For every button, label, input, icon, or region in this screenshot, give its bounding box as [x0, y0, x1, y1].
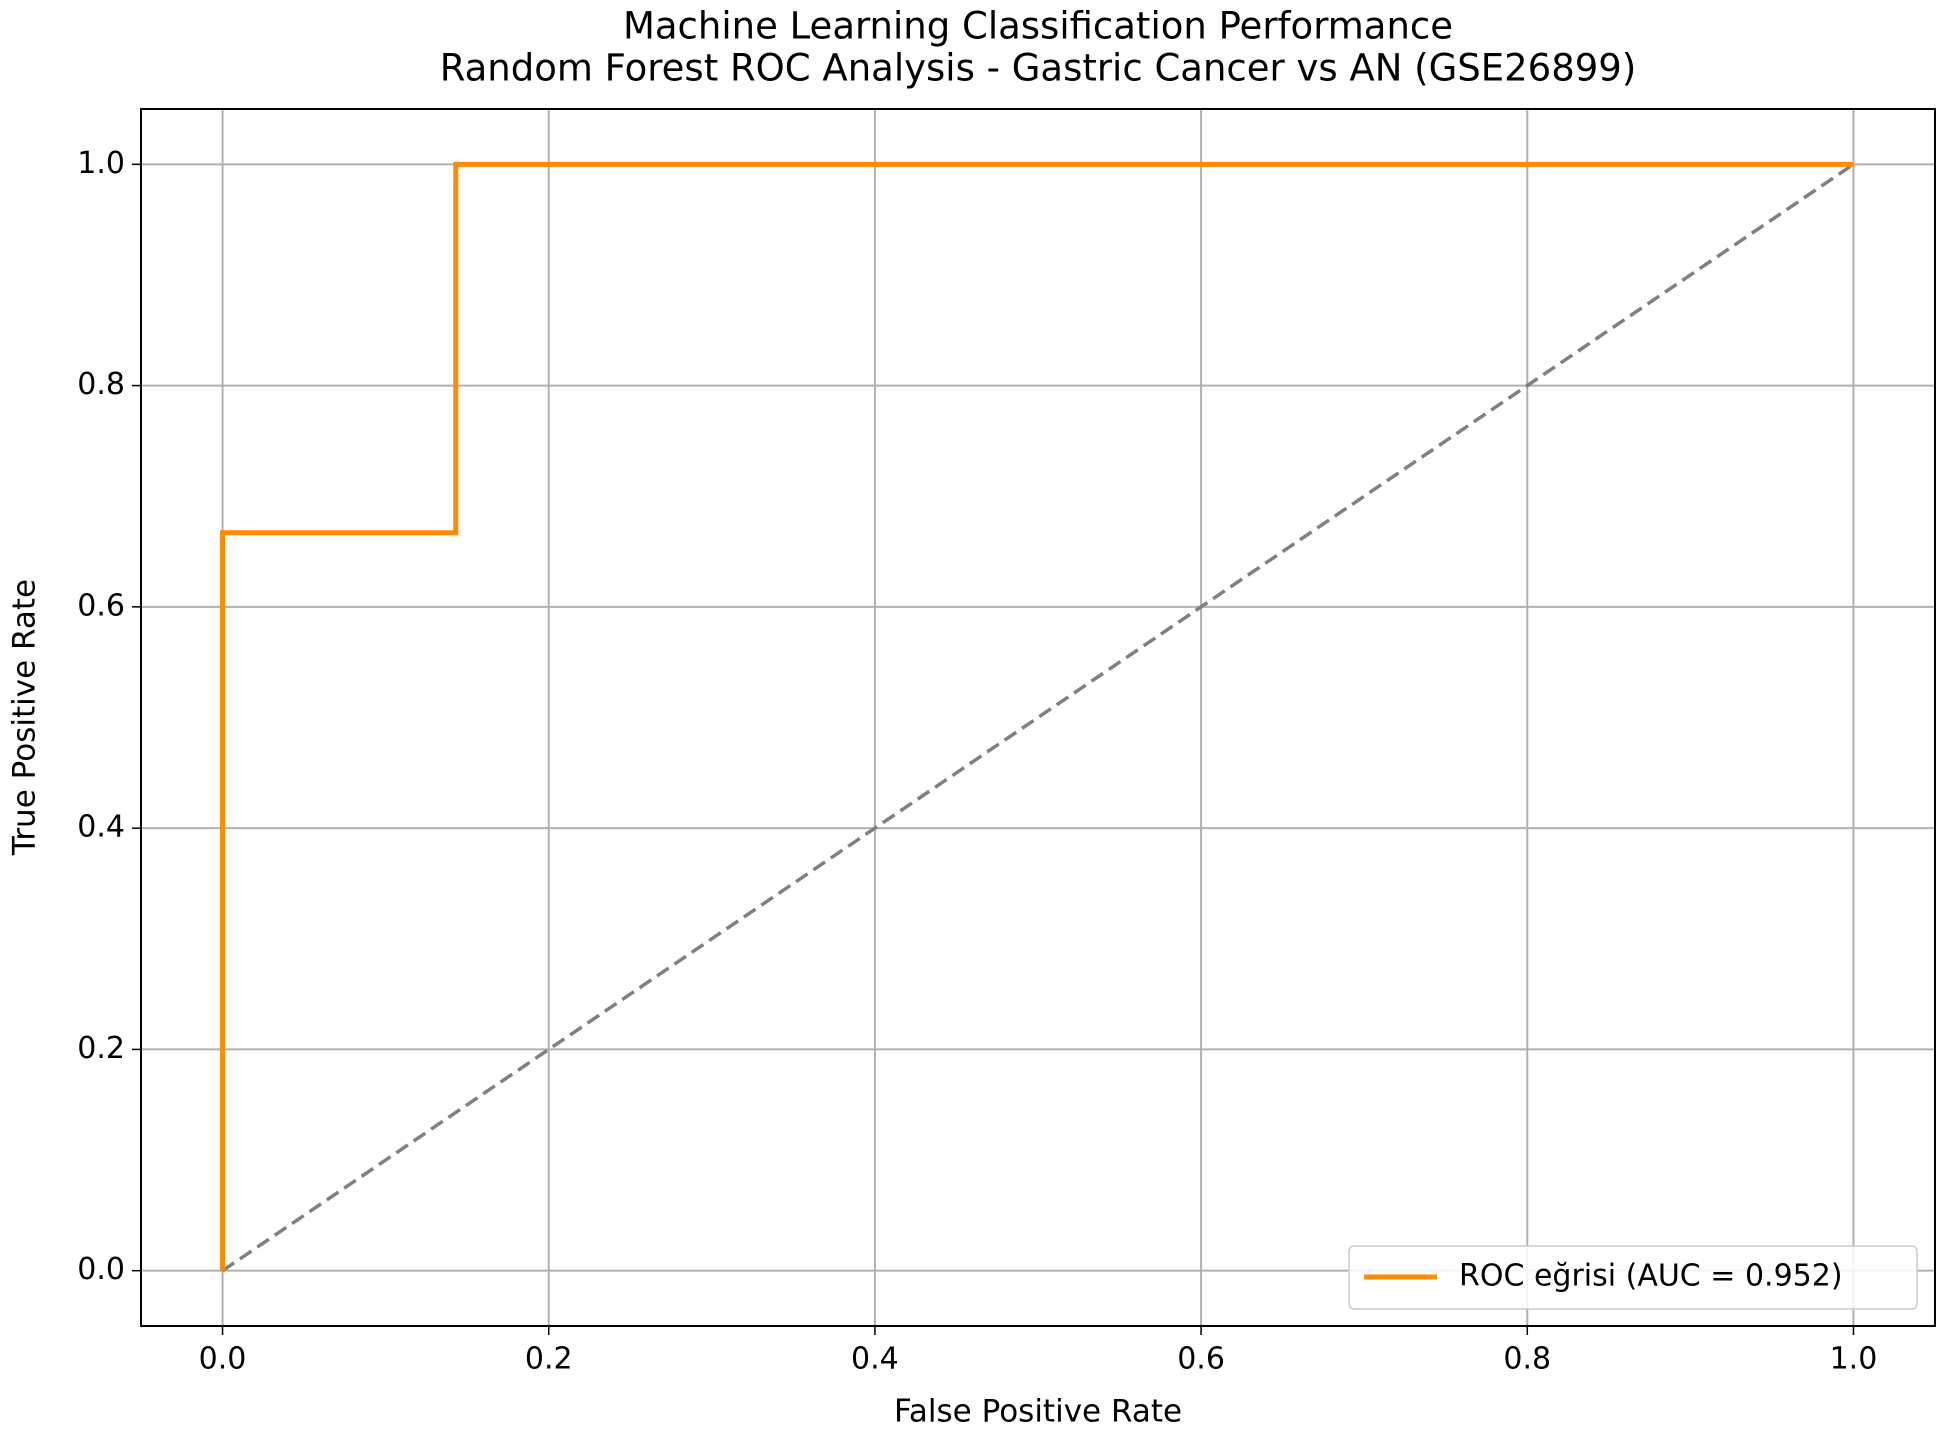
- legend-label: ROC eğrisi (AUC = 0.952): [1459, 1259, 1843, 1294]
- x-tick-label: 0.0: [199, 1342, 247, 1377]
- diagonal-line: [221, 162, 1855, 1273]
- x-tick-label: 0.4: [851, 1342, 899, 1377]
- x-tick-label: 0.2: [525, 1342, 573, 1377]
- roc-line: [220, 161, 1854, 1271]
- y-tick-label: 0.6: [77, 588, 125, 623]
- y-tick-label: 0.2: [77, 1031, 125, 1066]
- y-tick-label: 0.4: [77, 810, 125, 845]
- y-tick-label: 0.8: [77, 367, 125, 402]
- y-tick-label: 0.0: [77, 1252, 125, 1287]
- x-tick-label: 1.0: [1830, 1342, 1878, 1377]
- chart-title: Machine Learning Classification Performa…: [623, 5, 1453, 48]
- x-axis-label: False Positive Rate: [894, 1394, 1182, 1430]
- legend-box: [1348, 1245, 1918, 1310]
- plot-frame: [140, 108, 1936, 1327]
- x-tick-label: 0.6: [1177, 1342, 1225, 1377]
- y-tick-label: 1.0: [77, 146, 125, 181]
- chart-subtitle: Random Forest ROC Analysis - Gastric Can…: [440, 47, 1637, 90]
- x-tick-label: 0.8: [1503, 1342, 1551, 1377]
- y-axis-label: True Positive Rate: [7, 579, 43, 856]
